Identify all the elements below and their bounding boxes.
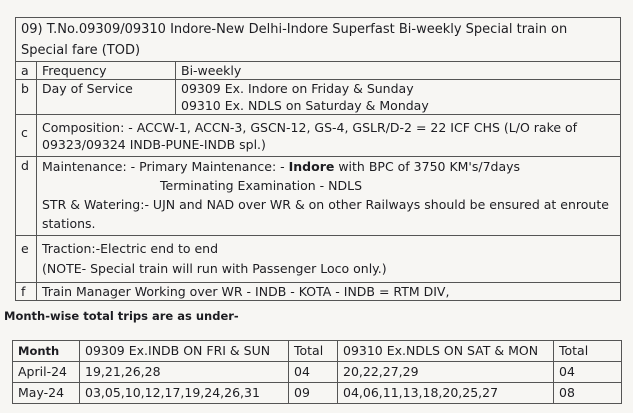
header-total: Total (288, 340, 338, 362)
terminating-exam: Terminating Examination - NDLS (160, 178, 363, 193)
total-cell: 09 (288, 382, 338, 404)
train-title: 09) T.No.09309/09310 Indore-New Delhi-In… (15, 17, 621, 62)
maintenance-cell: Maintenance: - Primary Maintenance: - In… (36, 156, 621, 236)
trips-header-row: Month 09309 Ex.INDB ON FRI & SUN Total 0… (12, 340, 622, 362)
header-09309-dates: 09309 Ex.INDB ON FRI & SUN (79, 340, 289, 362)
dates-cell: 20,22,27,29 (337, 361, 554, 383)
row-traction: e Traction:-Electric end to end (NOTE- Sp… (15, 235, 621, 283)
row-frequency: a Frequency Bi-weekly (15, 61, 621, 80)
row-train-manager: f Train Manager Working over WR - INDB -… (15, 282, 621, 301)
total-cell: 08 (553, 382, 622, 404)
dates-cell: 19,21,26,28 (79, 361, 289, 383)
row-composition: c Composition: - ACCW-1, ACCN-3, GSCN-12… (15, 114, 621, 157)
maint-suffix: with BPC of 3750 KM's/7days (334, 159, 521, 174)
row-key: a (15, 61, 37, 80)
train-details-table: 09) T.No.09309/09310 Indore-New Delhi-In… (15, 17, 621, 301)
title-row: 09) T.No.09309/09310 Indore-New Delhi-In… (15, 17, 621, 62)
primary-maintenance: Maintenance: - Primary Maintenance: - In… (42, 157, 615, 176)
traction-cell: Traction:-Electric end to end (NOTE- Spec… (36, 235, 621, 283)
month-cell: April-24 (12, 361, 80, 383)
row-day-of-service: b Day of Service 09309 Ex. Indore on Fri… (15, 79, 621, 115)
month-cell: May-24 (12, 382, 80, 404)
str-watering: STR & Watering:- UJN and NAD over WR & o… (42, 197, 609, 231)
dates-cell: 03,05,10,12,17,19,24,26,31 (79, 382, 289, 404)
row-label: Frequency (36, 61, 176, 80)
row-value: Bi-weekly (175, 61, 621, 80)
row-key: c (15, 114, 37, 157)
maint-prefix: Maintenance: - Primary Maintenance: - (42, 159, 289, 174)
row-key: b (15, 79, 37, 115)
total-cell: 04 (553, 361, 622, 383)
maint-depot: Indore (288, 159, 335, 174)
train-manager-text: Train Manager Working over WR - INDB - K… (36, 282, 621, 301)
traction-note: (NOTE- Special train will run with Passe… (42, 261, 387, 276)
header-total: Total (553, 340, 622, 362)
service-line: 09309 Ex. Indore on Friday & Sunday (181, 81, 414, 96)
dates-cell: 04,06,11,13,18,20,25,27 (337, 382, 554, 404)
row-key: e (15, 235, 37, 283)
table-row: May-24 03,05,10,12,17,19,24,26,31 09 04,… (12, 382, 622, 404)
header-month: Month (12, 340, 80, 362)
service-line: 09310 Ex. NDLS on Saturday & Monday (181, 98, 429, 113)
month-wise-note: Month-wise total trips are as under- (4, 309, 239, 323)
total-cell: 04 (288, 361, 338, 383)
row-label: Day of Service (36, 79, 176, 115)
composition-text: Composition: - ACCW-1, ACCN-3, GSCN-12, … (36, 114, 621, 157)
row-maintenance: d Maintenance: - Primary Maintenance: - … (15, 156, 621, 236)
table-row: April-24 19,21,26,28 04 20,22,27,29 04 (12, 361, 622, 383)
row-key: d (15, 156, 37, 236)
header-09310-dates: 09310 Ex.NDLS ON SAT & MON (337, 340, 554, 362)
row-value: 09309 Ex. Indore on Friday & Sunday 09310… (175, 79, 621, 115)
row-key: f (15, 282, 37, 301)
traction-line: Traction:-Electric end to end (42, 241, 219, 256)
trips-table: Month 09309 Ex.INDB ON FRI & SUN Total 0… (12, 340, 622, 404)
